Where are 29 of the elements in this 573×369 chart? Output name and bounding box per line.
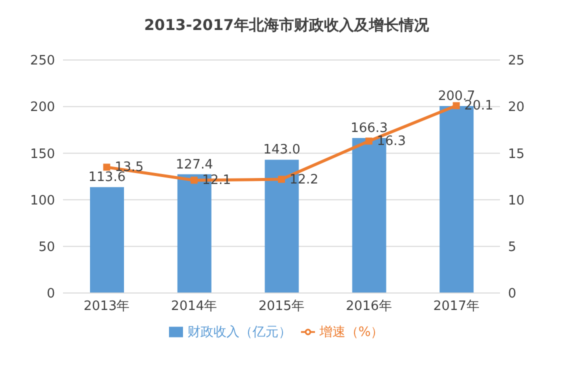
data-label: 166.3 — [350, 121, 388, 136]
y2-tick-label: 15 — [508, 146, 525, 162]
point — [278, 176, 285, 183]
x-tick-label: 2017年 — [433, 299, 480, 314]
y-tick-label: 50 — [38, 240, 55, 256]
legend-label: 财政收入（亿元） — [187, 325, 292, 340]
point — [190, 176, 198, 184]
y2-tick-label: 0 — [508, 286, 516, 302]
x-tick-label: 2014年 — [171, 299, 218, 314]
y-tick-label: 250 — [30, 54, 55, 69]
x-tick-label: 2015年 — [258, 299, 305, 314]
bar — [90, 187, 124, 293]
x-tick-label: 2013年 — [84, 299, 130, 314]
x-tick-label: 2016年 — [346, 299, 392, 314]
y-tick-label: 100 — [30, 193, 55, 208]
data-label: 143.0 — [263, 142, 300, 158]
point — [365, 138, 372, 145]
y2-tick-label: 20 — [508, 100, 525, 116]
point — [452, 102, 460, 110]
y-tick-label: 150 — [30, 146, 55, 162]
y-tick-label: 200 — [30, 100, 55, 116]
point — [103, 164, 110, 171]
y2-tick-label: 10 — [508, 193, 525, 208]
legend-label: 增速（%） — [319, 325, 384, 340]
y-tick-label: 0 — [46, 286, 55, 302]
y2-tick-label: 5 — [508, 240, 516, 256]
chart-title: 2013-2017年北海市财政收入及增长情况 — [143, 15, 430, 36]
data-label: 127.4 — [176, 157, 214, 172]
y2-tick-label: 25 — [508, 54, 525, 69]
